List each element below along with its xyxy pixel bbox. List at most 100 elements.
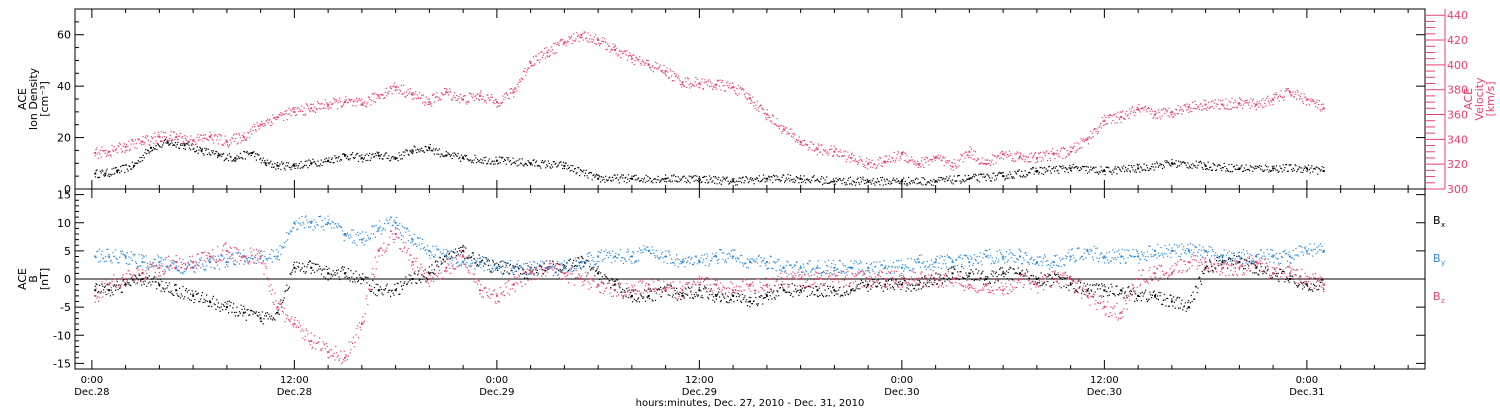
velocity-series-sample bbox=[179, 132, 181, 135]
velocity-series-sample bbox=[601, 37, 604, 39]
b-series-bx-sample bbox=[635, 299, 637, 302]
b-series-bx-sample bbox=[1266, 270, 1268, 272]
b-series-bx-sample bbox=[657, 288, 659, 290]
b-series-by-sample bbox=[153, 258, 155, 260]
b-series-bx-sample bbox=[390, 295, 392, 297]
velocity-series-sample bbox=[1154, 110, 1156, 112]
velocity-series-sample bbox=[763, 113, 765, 115]
velocity-series-sample bbox=[1204, 107, 1206, 110]
velocity-series-point bbox=[1187, 106, 1190, 109]
velocity-series-sample bbox=[699, 84, 702, 86]
ion-density-series-sample bbox=[139, 157, 141, 159]
ion-density-series-sample bbox=[267, 162, 269, 164]
b-series-bx-sample bbox=[949, 267, 951, 269]
ion-density-series-sample bbox=[523, 165, 525, 167]
b-series-bx-sample bbox=[1059, 277, 1062, 279]
velocity-series-sample bbox=[697, 83, 699, 85]
ion-density-series-sample bbox=[1264, 169, 1266, 171]
ion-density-series-sample bbox=[460, 160, 462, 162]
b-series-bx-sample bbox=[665, 290, 667, 292]
velocity-series-sample bbox=[835, 148, 837, 150]
ion-density-series-sample bbox=[986, 173, 988, 175]
b-series-bx-sample bbox=[359, 276, 361, 278]
b-series-bx-sample bbox=[312, 269, 314, 271]
ion-density-series-sample bbox=[896, 178, 898, 180]
ion-density-series-point bbox=[183, 144, 186, 147]
b-series-bx-sample bbox=[1183, 305, 1186, 307]
b-series-bx-sample bbox=[1181, 299, 1183, 301]
velocity-series-sample bbox=[461, 98, 463, 101]
ion-density-series-sample bbox=[115, 167, 117, 169]
velocity-series-sample bbox=[392, 85, 394, 88]
b-series-bx-sample bbox=[642, 297, 644, 299]
ion-density-series-sample bbox=[1077, 166, 1079, 168]
ion-density-series-sample bbox=[723, 178, 725, 180]
ion-density-series-sample bbox=[1292, 167, 1294, 169]
ion-density-series-sample bbox=[190, 149, 192, 151]
b-series-bx-sample bbox=[979, 277, 981, 279]
velocity-series-sample bbox=[716, 80, 718, 82]
velocity-series-sample bbox=[563, 43, 566, 45]
velocity-series-sample bbox=[689, 87, 691, 89]
b-series-bx-sample bbox=[464, 257, 466, 260]
ion-density-series-sample bbox=[1146, 164, 1148, 167]
b-series-bx-sample bbox=[247, 308, 249, 311]
velocity-series-sample bbox=[904, 159, 906, 161]
velocity-series-sample bbox=[1012, 157, 1014, 160]
velocity-series-sample bbox=[994, 155, 996, 157]
velocity-series-sample bbox=[1035, 162, 1037, 164]
velocity-series-sample bbox=[1239, 97, 1241, 99]
velocity-series-sample bbox=[219, 139, 221, 141]
b-series-bx-sample bbox=[1288, 281, 1290, 283]
ion-density-series-sample bbox=[357, 160, 360, 163]
velocity-series-sample bbox=[1157, 109, 1159, 111]
b-series-bx-sample bbox=[653, 288, 655, 290]
b-series-bx-sample bbox=[372, 279, 374, 281]
ion-density-series-sample bbox=[1122, 168, 1124, 170]
velocity-series-sample bbox=[268, 119, 270, 121]
b-series-bx-sample bbox=[684, 293, 686, 295]
b-series-bx-sample bbox=[340, 270, 342, 272]
ion-density-series-sample bbox=[1274, 167, 1276, 169]
velocity-series-sample bbox=[254, 129, 257, 131]
velocity-series-sample bbox=[1232, 106, 1234, 109]
ion-density-series-sample bbox=[403, 155, 405, 157]
b-series-bx-sample bbox=[867, 290, 869, 292]
b-series-bx-sample bbox=[325, 265, 327, 268]
velocity-series-sample bbox=[118, 142, 121, 144]
velocity-series-sample bbox=[276, 119, 278, 121]
ion-density-series-sample bbox=[714, 176, 716, 178]
ion-density-series-sample bbox=[1221, 169, 1223, 172]
velocity-series-sample bbox=[411, 92, 413, 94]
ion-density-series-sample bbox=[693, 180, 695, 182]
b-series-bx-sample bbox=[147, 277, 149, 279]
b-series-bx-sample bbox=[456, 251, 458, 253]
ion-density-series-sample bbox=[964, 175, 966, 177]
b-series-bx-sample bbox=[517, 266, 519, 268]
velocity-series-point bbox=[192, 139, 195, 142]
velocity-series-sample bbox=[512, 89, 514, 91]
velocity-series-sample bbox=[745, 92, 747, 94]
velocity-series-sample bbox=[258, 128, 260, 130]
ion-density-series-sample bbox=[1086, 166, 1088, 168]
b-series-bx-sample bbox=[922, 286, 924, 288]
velocity-series-sample bbox=[1282, 96, 1284, 98]
b-series-bx-sample bbox=[1315, 285, 1317, 287]
velocity-series-sample bbox=[855, 161, 857, 163]
b-series-bx-sample bbox=[1258, 274, 1260, 276]
b-series-bx-sample bbox=[920, 288, 922, 290]
velocity-series-sample bbox=[233, 140, 235, 142]
ion-density-series-sample bbox=[193, 148, 195, 150]
ion-density-series-point bbox=[1322, 170, 1325, 172]
b-series-bx-sample bbox=[1012, 268, 1014, 270]
velocity-series-sample bbox=[557, 42, 559, 44]
b-series-bx-sample bbox=[208, 305, 210, 307]
ion-density-series-sample bbox=[824, 179, 826, 181]
velocity-series-sample bbox=[1240, 104, 1242, 107]
velocity-series-sample bbox=[791, 135, 793, 137]
b-series-by-sample bbox=[141, 257, 144, 260]
ion-density-series-sample bbox=[586, 175, 588, 177]
ion-density-series-sample bbox=[521, 158, 523, 160]
ion-density-series-sample bbox=[774, 179, 776, 181]
ion-density-series-sample bbox=[1180, 163, 1182, 165]
